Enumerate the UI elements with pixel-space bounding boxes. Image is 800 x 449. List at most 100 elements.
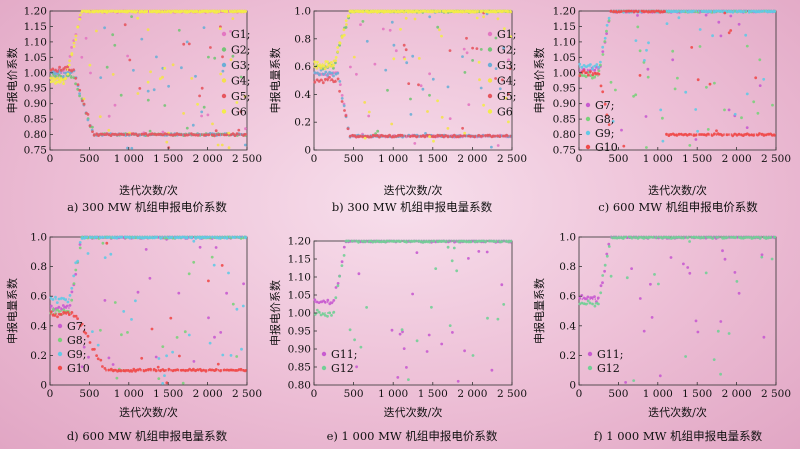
data-point-G12 (353, 338, 356, 342)
data-point-G3 (342, 104, 346, 108)
data-point-G7 (198, 245, 202, 249)
y-tick-label: 1.0 (294, 6, 311, 18)
data-point-G7 (242, 282, 246, 286)
data-point-G6 (163, 66, 167, 70)
legend-marker-G9 (585, 130, 591, 136)
data-point-G11 (638, 297, 642, 300)
y-tick-label: 0.80 (553, 129, 576, 141)
x-axis-label: 迭代次数/次 (384, 183, 443, 197)
data-point-G5 (58, 65, 61, 69)
data-point-G9 (109, 252, 113, 256)
y-tick-label: 0.6 (559, 291, 576, 303)
y-tick-label: 0.80 (288, 380, 311, 392)
data-point-G2 (386, 88, 389, 92)
data-point-G12 (704, 271, 708, 275)
data-point-G8 (126, 331, 129, 334)
data-point-G3 (428, 15, 432, 19)
data-point-G9 (192, 239, 196, 243)
data-point-G1 (507, 58, 510, 62)
data-point-G6 (347, 14, 350, 18)
data-point-G4 (227, 146, 231, 150)
x-tick-label: 1 500 (418, 388, 448, 400)
y-tick-label: 1.0 (559, 232, 576, 244)
data-point-G8 (636, 25, 640, 29)
data-point-G11 (762, 335, 766, 339)
data-point-G11 (357, 272, 361, 276)
data-point-G8 (661, 116, 664, 120)
chart-panel-1: 0 500 1 000 1 500 2 000 2 500 0.75 0.80 0.85 0.90… (5, 6, 262, 215)
data-point-G12 (434, 267, 438, 270)
x-tick-label: 0 (311, 153, 318, 165)
data-point-G6 (218, 27, 222, 30)
data-point-G5 (237, 128, 241, 132)
data-point-G12 (415, 339, 419, 343)
data-point-G5 (404, 48, 408, 52)
data-point-G8 (698, 45, 702, 48)
data-point-G4 (229, 58, 233, 62)
x-tick-label: 2 000 (722, 153, 752, 165)
data-point-G8 (605, 29, 608, 33)
legend-marker-G5 (221, 93, 227, 99)
data-point-G5 (321, 81, 325, 85)
data-point-G8 (101, 241, 105, 245)
data-point-G7 (646, 67, 650, 71)
data-point-G8 (713, 81, 716, 85)
legend-label-G6: G6 (497, 106, 513, 119)
data-point-G6 (158, 77, 162, 81)
data-point-G11 (723, 257, 727, 261)
data-point-G11 (669, 256, 673, 259)
data-point-G12 (586, 299, 590, 303)
data-point-G9 (221, 353, 225, 357)
data-point-G6 (67, 63, 71, 67)
x-tick-label: 2 000 (193, 388, 223, 400)
data-point-G5 (500, 78, 504, 82)
data-point-G2 (494, 36, 498, 40)
y-tick-label: 1.00 (288, 308, 311, 320)
data-point-G4 (74, 34, 78, 38)
chart-panel-3: 0 500 1 000 1 500 2 000 2 500 0.75 0.80 0.85 0.90… (532, 6, 791, 215)
data-point-G10 (101, 365, 104, 368)
data-point-G4 (165, 140, 169, 144)
data-point-G8 (603, 40, 607, 43)
data-point-G5 (88, 124, 92, 128)
legend-marker-G2 (221, 47, 227, 52)
data-point-G8 (210, 255, 214, 259)
data-point-G5 (344, 114, 348, 118)
data-point-G12 (599, 291, 603, 295)
data-point-G9 (163, 374, 166, 377)
data-point-G3 (185, 40, 189, 44)
data-point-G10 (105, 241, 109, 245)
data-point-G7 (111, 363, 115, 366)
data-point-G3 (132, 68, 135, 72)
data-point-G10 (727, 31, 731, 35)
data-point-G9 (591, 67, 594, 71)
data-point-G12 (334, 296, 338, 300)
data-point-G9 (241, 304, 245, 308)
data-point-G1 (373, 62, 377, 66)
data-point-G12 (359, 345, 363, 349)
data-point-G8 (183, 330, 187, 334)
data-point-G5 (461, 126, 464, 130)
data-point-G1 (462, 47, 466, 51)
data-point-G7 (74, 272, 78, 276)
data-point-G8 (752, 100, 756, 104)
y-axis-label: 申报电价系数 (532, 48, 546, 114)
legend-marker-G11 (587, 351, 593, 357)
y-tick-label: 0 (569, 380, 576, 392)
x-tick-label: 0 (47, 153, 54, 165)
x-tick-label: 2 500 (497, 388, 527, 400)
data-point-G1 (206, 113, 210, 117)
data-point-G10 (95, 354, 98, 357)
data-point-G11 (401, 330, 404, 334)
data-point-G6 (78, 17, 82, 21)
x-axis-label: 迭代次数/次 (119, 405, 178, 419)
data-point-G2 (409, 97, 412, 101)
data-point-G7 (694, 138, 698, 141)
panel-caption: f) 1 000 MW 机组申报电量系数 (594, 429, 763, 443)
data-point-G6 (392, 57, 396, 61)
data-point-G5 (74, 76, 78, 80)
data-point-G5 (508, 67, 512, 71)
data-point-G6 (227, 131, 231, 135)
data-point-G9 (165, 354, 169, 358)
data-point-G11 (682, 262, 685, 266)
